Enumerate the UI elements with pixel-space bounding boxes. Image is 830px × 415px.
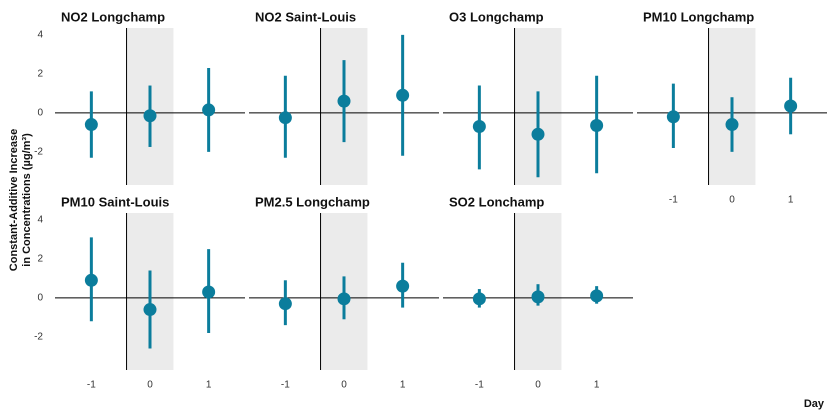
panel-title: NO2 Longchamp <box>61 9 165 24</box>
point <box>725 118 739 132</box>
point <box>531 290 545 304</box>
y-tick-label: 4 <box>37 29 43 40</box>
x-tick-label: -1 <box>281 380 290 391</box>
x-tick-label: 1 <box>594 380 600 391</box>
y-tick-label: 0 <box>37 292 43 303</box>
x-tick-label: 0 <box>341 380 347 391</box>
x-tick-label: 1 <box>400 380 406 391</box>
point <box>143 109 157 123</box>
point <box>84 118 98 132</box>
panel-title: PM10 Longchamp <box>643 9 754 24</box>
point <box>202 285 216 299</box>
y-tick-label: 2 <box>37 68 43 79</box>
panel-title: PM10 Saint-Louis <box>61 194 169 209</box>
panel-title: PM2.5 Longchamp <box>255 194 370 209</box>
y-axis-title: in Concentrations (µg/m³) <box>21 133 33 267</box>
panel-title: SO2 Lonchamp <box>449 194 544 209</box>
point <box>278 297 292 311</box>
point <box>337 292 351 306</box>
panel-title: O3 Longchamp <box>449 9 544 24</box>
y-tick-label: -2 <box>34 331 43 342</box>
x-tick-label: 0 <box>535 380 541 391</box>
x-tick-label: -1 <box>475 380 484 391</box>
y-tick-label: 4 <box>37 214 43 225</box>
y-tick-label: 2 <box>37 253 43 264</box>
x-tick-label: -1 <box>669 195 678 206</box>
point <box>278 111 292 125</box>
point <box>472 119 486 133</box>
point <box>143 303 157 317</box>
point <box>337 94 351 108</box>
y-tick-label: 0 <box>37 107 43 118</box>
y-tick-label: -2 <box>34 146 43 157</box>
point <box>784 99 798 113</box>
x-axis-title: Day <box>804 398 825 410</box>
point <box>472 292 486 306</box>
point <box>396 88 410 102</box>
y-axis-title: Constant-Additive Increase <box>8 129 20 271</box>
x-tick-label: 1 <box>206 380 212 391</box>
point <box>590 289 604 303</box>
point <box>84 273 98 287</box>
point <box>531 127 545 141</box>
point <box>396 279 410 293</box>
x-tick-label: 0 <box>729 195 735 206</box>
point <box>202 103 216 117</box>
point <box>666 110 680 124</box>
x-tick-label: 0 <box>147 380 153 391</box>
x-tick-label: 1 <box>788 195 794 206</box>
point <box>590 119 604 133</box>
x-tick-label: -1 <box>87 380 96 391</box>
panel-title: NO2 Saint-Louis <box>255 9 356 24</box>
